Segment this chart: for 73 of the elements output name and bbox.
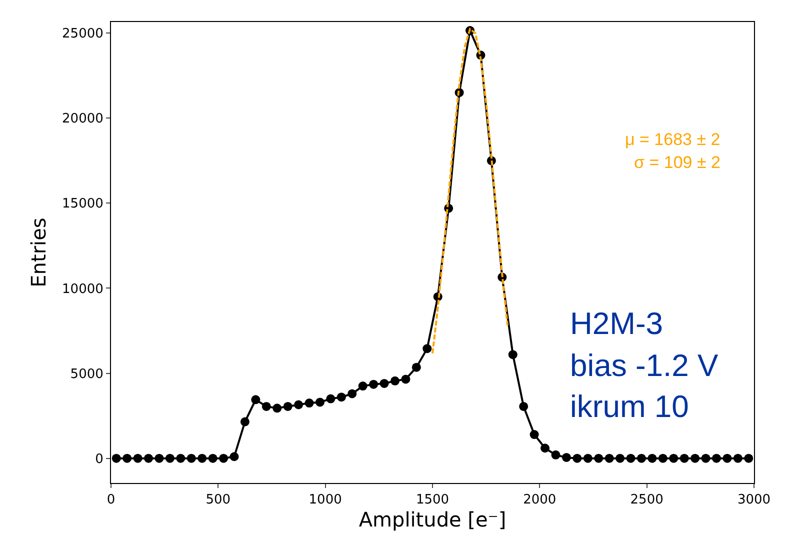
point	[583, 454, 592, 463]
x-tick-label: 1000	[308, 492, 342, 508]
point	[530, 430, 539, 440]
point	[604, 454, 614, 463]
point	[176, 454, 186, 463]
point	[401, 374, 410, 384]
y-tick-label: 10000	[62, 282, 104, 297]
y-axis-title: Entries	[26, 218, 51, 288]
point	[262, 402, 271, 411]
point	[626, 454, 636, 463]
point	[551, 450, 560, 460]
point	[112, 454, 121, 463]
annotation: ikrum 10	[570, 389, 689, 424]
point	[648, 454, 657, 463]
point	[669, 454, 678, 463]
x-tick-label: 0	[106, 492, 116, 508]
point	[272, 404, 282, 413]
point	[369, 380, 378, 389]
point	[122, 454, 132, 463]
point	[315, 398, 324, 407]
point	[690, 454, 700, 463]
point	[380, 378, 389, 388]
point	[294, 400, 304, 410]
point	[744, 454, 754, 463]
point	[636, 454, 646, 463]
point	[572, 454, 582, 463]
x-tick-label: 2500	[630, 492, 664, 508]
point	[336, 392, 346, 402]
point	[733, 454, 742, 463]
point	[230, 452, 239, 462]
point	[616, 454, 625, 463]
y-tick-label: 20000	[62, 112, 104, 127]
x-tick-label: 3000	[737, 492, 771, 508]
point	[304, 398, 314, 408]
x-tick-label: 2000	[523, 492, 556, 508]
point	[186, 454, 196, 463]
point	[519, 402, 528, 411]
y-tick-label: 5000	[70, 366, 104, 382]
point	[154, 454, 164, 463]
point	[208, 454, 218, 463]
x-tick-label: 500	[206, 492, 231, 508]
point	[283, 402, 292, 411]
annotation: μ = 1683 ± 2	[625, 130, 720, 149]
x-axis-title: Amplitude [e⁻]	[358, 508, 506, 532]
x-tick-label: 1500	[416, 492, 450, 508]
point	[422, 344, 432, 354]
point	[251, 395, 260, 404]
annotation: σ = 109 ± 2	[634, 153, 720, 172]
annotation: bias -1.2 V	[570, 348, 719, 383]
point	[240, 417, 250, 426]
annotation: H2M-3	[570, 306, 664, 341]
point	[165, 454, 174, 463]
point	[219, 454, 228, 463]
point	[412, 362, 421, 372]
y-tick-label: 15000	[62, 196, 104, 212]
point	[722, 454, 732, 463]
point	[144, 454, 154, 463]
point	[508, 350, 518, 360]
point	[133, 454, 142, 463]
point	[701, 454, 710, 463]
point	[540, 444, 550, 453]
point	[680, 454, 689, 463]
point	[326, 394, 336, 404]
point	[390, 376, 400, 386]
point	[712, 454, 721, 463]
y-tick-label: 25000	[62, 26, 104, 42]
point	[358, 382, 368, 391]
point	[562, 452, 571, 462]
point	[658, 454, 668, 463]
point	[348, 389, 357, 398]
point	[594, 454, 604, 463]
y-tick-label: 0	[95, 452, 104, 467]
point	[198, 454, 207, 463]
